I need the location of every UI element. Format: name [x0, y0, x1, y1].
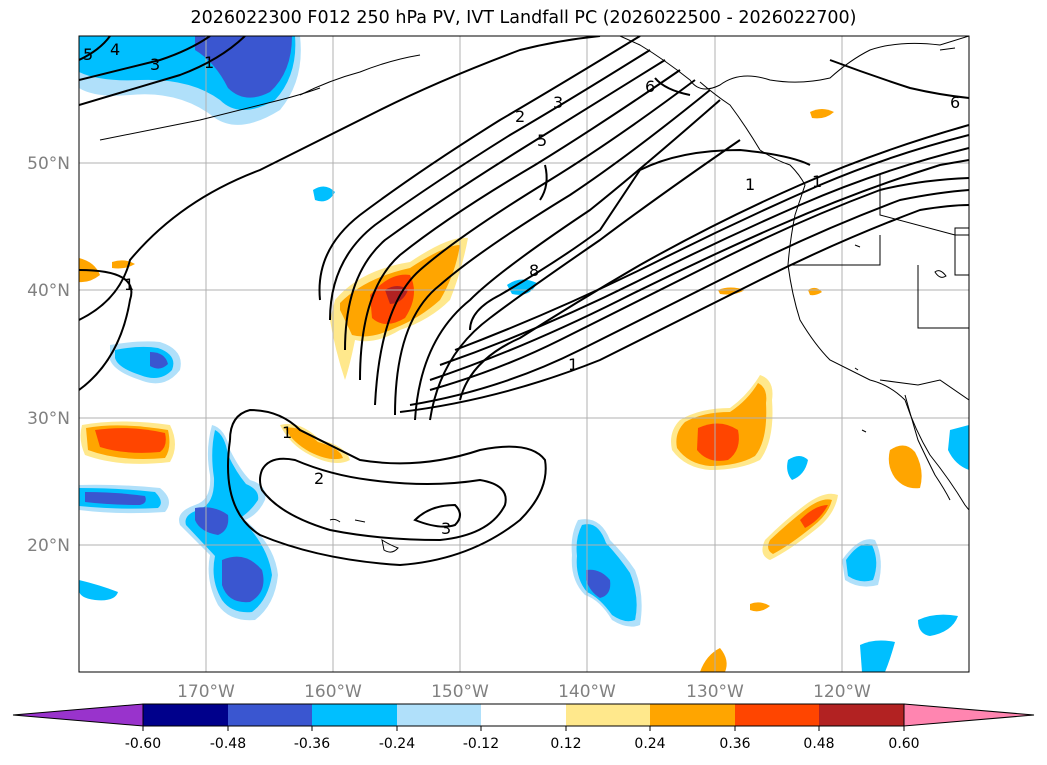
colorbar-bin — [397, 704, 481, 726]
contour-label: 1 — [204, 53, 214, 72]
lat-axis: 50°N 40°N 30°N 20°N — [27, 154, 70, 556]
lon-label: 120°W — [813, 682, 871, 702]
contour-label: 5 — [83, 45, 93, 64]
pv-anomaly-fill — [79, 36, 969, 672]
neg-dot — [507, 279, 537, 295]
pos-dot-15n — [750, 602, 770, 612]
lon-label: 170°W — [177, 682, 235, 702]
contour-label: 3 — [150, 55, 160, 74]
colorbar-frame — [142, 703, 905, 727]
lat-label: 20°N — [27, 536, 70, 556]
map-border — [78, 35, 970, 673]
gridlines — [79, 36, 969, 672]
pos-dot-bottom — [700, 648, 727, 672]
colorbar-bin — [143, 704, 228, 726]
coastlines — [99, 36, 969, 553]
contour-label: 1 — [568, 355, 578, 374]
neg-blob-140w-mid — [576, 524, 637, 622]
lat-label: 50°N — [27, 154, 70, 174]
contour-label: 6 — [645, 77, 655, 96]
neg-dot-12n — [918, 614, 958, 636]
colorbar-tick-label: -0.48 — [210, 736, 246, 752]
neg-blob-168w-core1 — [195, 507, 229, 535]
contour-label: 6 — [950, 93, 960, 112]
lat-label: 30°N — [27, 409, 70, 429]
colorbar-tick-label: -0.24 — [379, 736, 415, 752]
colorbar-tick-label: 0.24 — [634, 736, 665, 752]
colorbar-tick-label: 0.12 — [550, 736, 581, 752]
contour-label: 3 — [553, 93, 563, 112]
colorbar-bin — [650, 704, 735, 726]
lon-axis: 170°W 160°W 150°W 140°W 130°W 120°W — [177, 682, 871, 702]
colorbar-bin — [819, 704, 904, 726]
map-title: 2026022300 F012 250 hPa PV, IVT Landfall… — [190, 8, 857, 28]
contour-label: 2 — [314, 469, 324, 488]
colorbar-bin — [481, 704, 566, 726]
lon-label: 160°W — [304, 682, 362, 702]
lat-label: 40°N — [27, 281, 70, 301]
neg-blob-140w-core — [586, 569, 611, 598]
colorbar-over-arrow — [903, 703, 1035, 727]
neg-dot-10n — [860, 640, 895, 672]
contour-label: 1 — [124, 275, 134, 294]
lon-label: 150°W — [431, 682, 489, 702]
colorbar-bin — [566, 704, 650, 726]
neg-blob-168w-core2 — [222, 556, 264, 603]
colorbar-bin — [312, 704, 397, 726]
ivt-contours — [79, 36, 969, 567]
neg-blob-nw-core — [195, 36, 292, 98]
colorbar-under-arrow — [12, 703, 144, 727]
neg-strip-22n-core — [85, 492, 146, 505]
contour-label: 5 — [537, 131, 547, 150]
contour-labels: 5 4 3 1 2 3 5 8 1 6 6 1 1 1 2 3 1 — [83, 40, 960, 538]
colorbar-tick-label: -0.36 — [294, 736, 330, 752]
colorbar-tick-label: 0.36 — [719, 736, 750, 752]
lon-label: 130°W — [686, 682, 744, 702]
colorbar-tick-label: -0.12 — [463, 736, 499, 752]
neg-blob-coast — [948, 425, 969, 470]
colorbar-tick-label: 0.48 — [803, 736, 834, 752]
neg-blob-118w-mid — [846, 544, 877, 582]
lon-label: 140°W — [558, 682, 616, 702]
colorbar-bin — [228, 704, 312, 726]
contour-label: 1 — [812, 172, 822, 191]
pos-blob-160w-mid — [285, 427, 343, 460]
neg-blob-35n-core — [150, 352, 168, 369]
neg-dot — [313, 186, 335, 202]
neg-dot-127w — [787, 456, 808, 480]
colorbar-bin — [735, 704, 819, 726]
contour-label: 8 — [529, 261, 539, 280]
pos-blob-diag-core — [800, 505, 828, 528]
contour-label: 1 — [745, 175, 755, 194]
pos-dot-north — [810, 109, 834, 119]
neg-dot-sw — [79, 580, 118, 601]
colorbar: -0.60 -0.48 -0.36 -0.24 -0.12 0.12 0.24 … — [12, 703, 1035, 752]
colorbar-tick-label: -0.60 — [125, 736, 161, 752]
pos-blob-28n-core — [95, 428, 166, 453]
contour-label: 1 — [282, 423, 292, 442]
pos-dot-40n — [718, 287, 745, 295]
pos-blob-115w — [888, 445, 922, 489]
colorbar-ticks — [142, 726, 905, 731]
colorbar-tick-label: 0.60 — [888, 736, 919, 752]
contour-label: 3 — [441, 519, 451, 538]
contour-label: 2 — [515, 107, 525, 126]
pos-blob-130w-core — [697, 423, 739, 461]
contour-label: 4 — [110, 40, 120, 59]
